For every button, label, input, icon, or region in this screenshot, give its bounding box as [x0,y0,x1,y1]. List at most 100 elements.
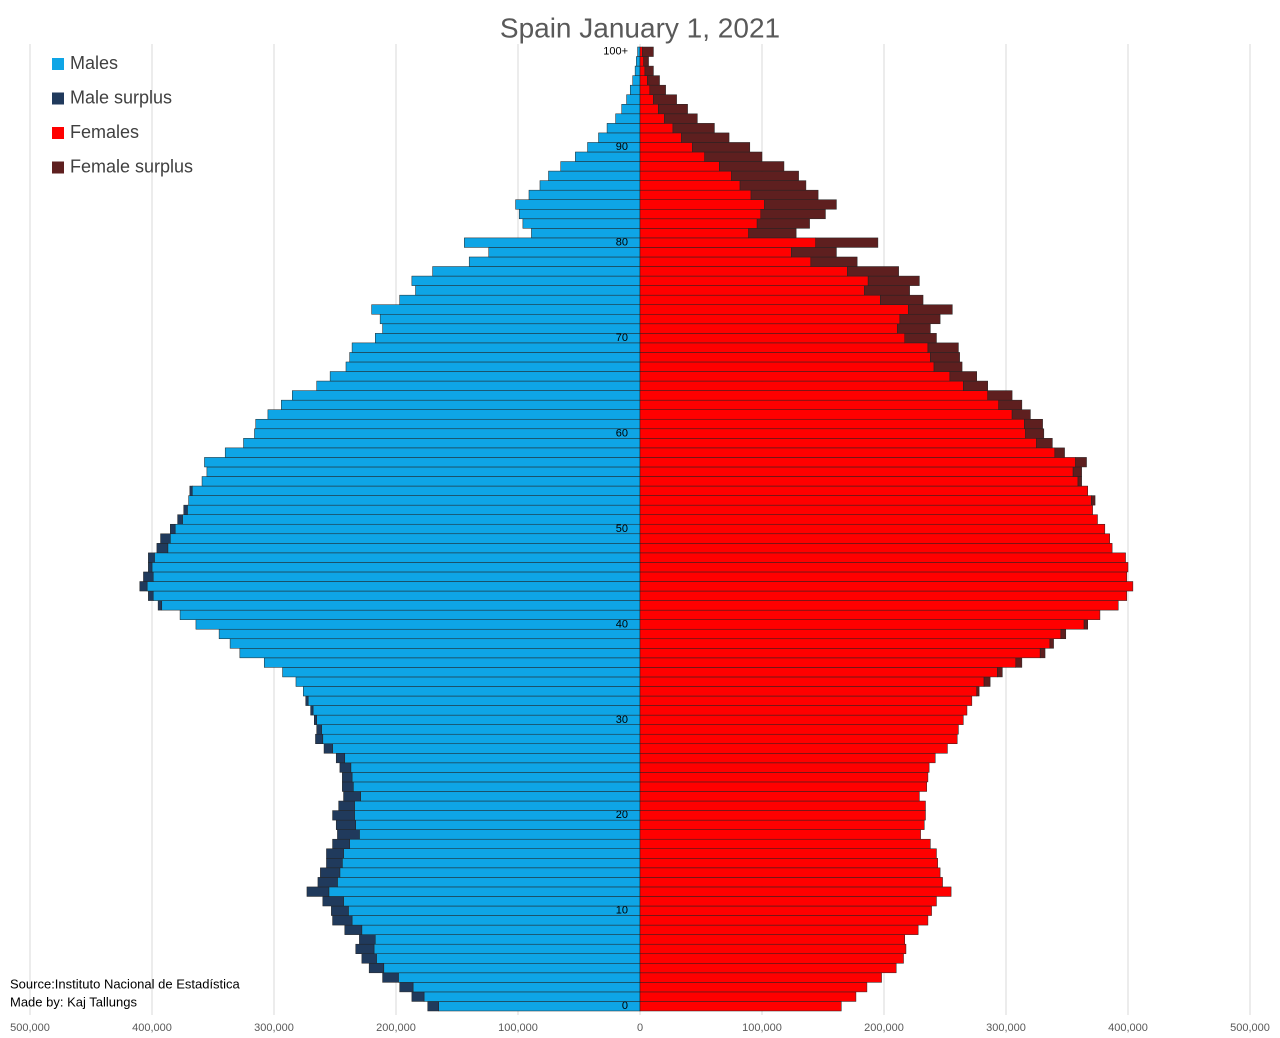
bar-surplus [658,104,688,115]
bar [639,628,1062,640]
annotation: Made by: Kaj Tallungs [10,994,137,1009]
bar [350,762,641,773]
bar [639,810,926,821]
bar [375,934,641,945]
bar [639,619,1085,630]
bar-surplus [331,905,349,916]
bar-surplus [764,199,837,210]
bar [639,256,812,267]
bar [639,132,682,143]
bar [355,819,641,830]
bar [639,915,929,926]
bar [348,905,641,916]
bar [639,323,898,334]
bar-surplus [344,924,363,935]
bar-surplus [361,953,377,964]
bar [639,963,897,974]
bar [281,399,641,410]
bar [206,466,641,477]
bar [379,313,641,325]
bar-surplus [731,170,799,181]
x-tick-label: 200,000 [376,1022,416,1034]
bar-surplus [963,380,988,391]
bar [639,695,973,706]
bar [146,581,641,592]
bar-surplus [148,562,153,573]
bar [528,189,641,200]
bar [376,953,641,964]
x-tick-label: 400,000 [1108,1022,1148,1034]
bar [639,56,644,67]
bar-surplus [1011,409,1031,420]
bar-surplus [338,800,355,811]
bar-surplus [342,781,354,792]
bar [639,294,881,305]
bar [639,209,762,220]
y-tick-label: 80 [616,237,628,249]
bar [438,1001,641,1012]
bar-surplus [643,56,649,67]
bar [634,65,641,76]
bar [343,848,641,859]
bar-surplus [315,733,324,745]
bar [295,676,641,687]
bar-surplus [1077,476,1082,487]
bar-surplus [719,161,785,172]
bar [351,772,641,783]
bar [361,924,641,935]
bar [639,333,905,344]
x-tick-label: 500,000 [1230,1022,1270,1034]
bar [639,877,943,888]
x-tick-label: 300,000 [986,1022,1026,1034]
bar [639,123,674,134]
bar [639,886,952,897]
bar [412,982,641,993]
bar [639,495,1092,506]
bar-surplus [1024,418,1043,430]
bar-surplus [864,285,910,296]
bar [167,543,641,554]
bar-surplus [1075,457,1087,468]
bar [639,275,869,286]
bar [639,352,931,363]
bar [312,705,641,716]
bar-surplus [904,333,937,344]
bar [639,705,968,716]
legend-label: Male surplus [70,87,172,107]
bar [639,361,935,372]
bar-surplus [382,972,399,983]
bar-surplus [930,352,960,363]
bar [639,762,930,773]
bar [371,304,641,315]
y-tick-label: 70 [616,332,628,344]
bar [354,800,641,811]
bar [328,886,641,897]
bar [201,476,641,487]
bar [639,199,765,210]
bar [192,485,641,496]
bar [639,772,929,783]
bar-surplus [1049,638,1054,649]
bar [632,75,641,86]
bar-surplus [355,943,375,954]
bar-surplus [644,65,654,76]
bar [639,313,901,325]
bar-surplus [427,1001,439,1012]
bar [332,743,641,754]
bar [626,94,641,105]
bar [518,209,641,220]
bar-surplus [337,829,360,840]
bar [639,247,792,258]
bar-surplus [411,991,425,1002]
bar [639,399,999,410]
bar [468,256,641,267]
bar [639,438,1037,449]
bar [321,724,641,735]
bar-surplus [339,762,352,773]
x-tick-label: 100,000 [498,1022,538,1034]
bar-surplus [139,581,148,592]
bar-surplus [933,361,963,372]
bar [229,638,641,649]
bar-surplus [157,600,163,611]
bar-surplus [1072,466,1082,477]
